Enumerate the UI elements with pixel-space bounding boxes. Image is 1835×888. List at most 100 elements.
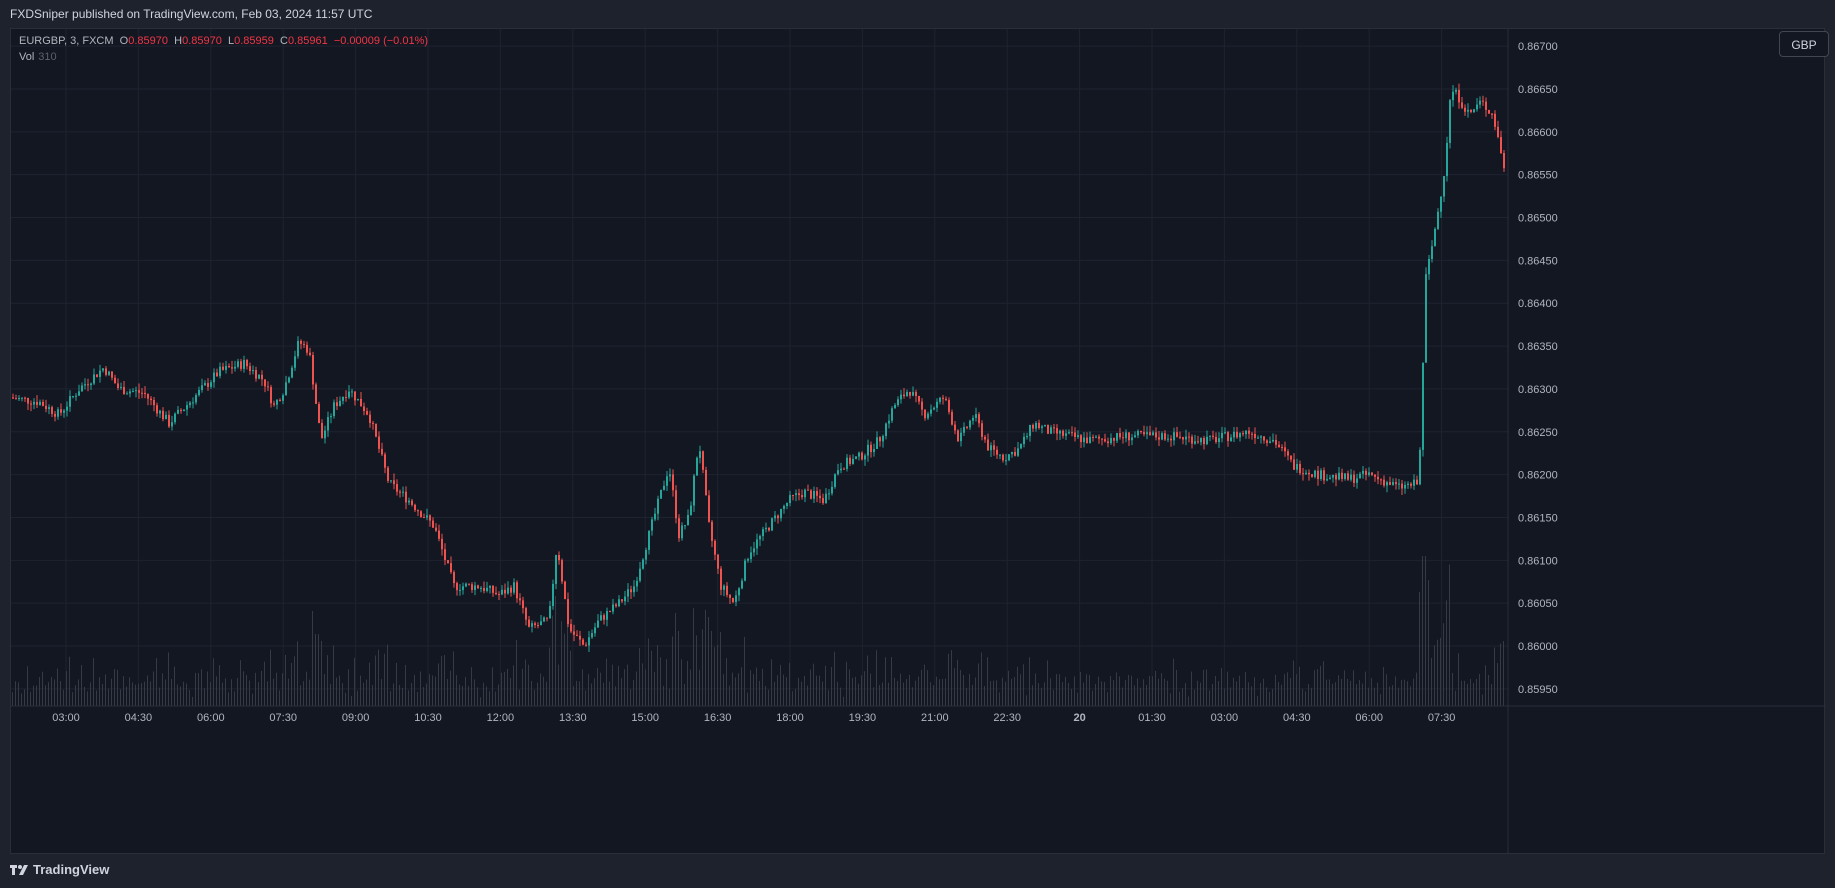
y-tick-label: 0.86400: [1518, 298, 1558, 310]
close-label: C: [279, 35, 288, 47]
volume-bar: [411, 683, 412, 706]
volume-bar: [486, 686, 487, 706]
volume-bar: [651, 650, 652, 706]
volume-bar: [1224, 688, 1225, 706]
volume-bar: [1092, 690, 1093, 706]
chart-area[interactable]: 0.86700 0.86650 0.86600 0.86550 0.86500 0.864…: [10, 28, 1829, 855]
candle-body: [312, 354, 314, 385]
candle-body: [1137, 430, 1139, 436]
candle-body: [564, 581, 566, 600]
y-tick-label: 0.86700: [1518, 41, 1558, 53]
candle-body: [348, 391, 350, 398]
volume-bar: [1347, 678, 1348, 706]
candle-body: [1212, 435, 1214, 437]
candle-body: [336, 402, 338, 407]
candle-body: [1068, 432, 1070, 434]
volume-bar: [531, 680, 532, 706]
symbol-name[interactable]: EURGBP, 3, FXCM: [19, 35, 114, 47]
volume-bar: [666, 659, 667, 706]
volume-bar: [45, 685, 46, 706]
volume-bar: [1485, 665, 1486, 706]
candle-body: [228, 366, 230, 368]
volume-bar: [1113, 680, 1114, 706]
candle-body: [771, 518, 773, 531]
candle-body: [465, 583, 467, 587]
candle-body: [1098, 436, 1100, 439]
candle-body: [1254, 433, 1256, 438]
volume-bar: [945, 678, 946, 706]
low-value: 0.85959: [234, 35, 274, 47]
volume-bar: [1170, 693, 1171, 706]
candle-body: [585, 644, 587, 646]
candle-body: [1302, 473, 1304, 475]
volume-bar: [1437, 639, 1438, 706]
volume-bar: [999, 692, 1000, 706]
candle-body: [429, 515, 431, 521]
chart-canvas[interactable]: 0.86700 0.86650 0.86600 0.86550 0.86500 0.864…: [11, 29, 1826, 855]
volume-bar: [258, 682, 259, 706]
volume-bar: [900, 673, 901, 706]
candle-body: [747, 559, 749, 561]
candle-body: [186, 405, 188, 410]
candle-body: [138, 390, 140, 393]
candle-body: [276, 399, 278, 405]
volume-bar: [402, 687, 403, 706]
volume-bar: [912, 687, 913, 706]
volume-bar: [195, 673, 196, 706]
volume-bar: [822, 681, 823, 706]
volume-bar: [924, 664, 925, 706]
candle-body: [1359, 473, 1361, 479]
candle-body: [942, 397, 944, 399]
volume-bar: [1089, 674, 1090, 706]
volume-bar: [714, 647, 715, 706]
candle-body: [72, 396, 74, 398]
volume-bar: [498, 684, 499, 706]
candle-body: [690, 505, 692, 516]
candle-body: [1206, 436, 1208, 445]
candle-body: [495, 592, 497, 595]
volume-bar: [1140, 687, 1141, 706]
candle-body: [1158, 437, 1160, 440]
candle-body: [1035, 422, 1037, 429]
volume-bar: [1155, 670, 1156, 706]
candle-body: [525, 608, 527, 620]
volume-bar: [300, 685, 301, 706]
x-tick-label: 04:30: [1283, 712, 1311, 724]
volume-bar: [921, 669, 922, 706]
volume-bar: [39, 677, 40, 706]
volume-bar: [1407, 681, 1408, 706]
volume-bar: [204, 688, 205, 706]
currency-button[interactable]: GBP: [1779, 31, 1829, 57]
candle-body: [576, 634, 578, 636]
volume-bar: [984, 685, 985, 706]
tradingview-logo[interactable]: TradingView: [10, 862, 109, 877]
brand-text: TradingView: [33, 862, 110, 877]
volume-bar: [684, 684, 685, 706]
volume-bar: [510, 677, 511, 706]
candle-body: [1215, 436, 1217, 443]
volume-label[interactable]: Vol: [19, 51, 35, 63]
candle-body: [1179, 436, 1181, 438]
volume-bar: [765, 686, 766, 706]
volume-bar: [129, 677, 130, 706]
y-tick-label: 0.85950: [1518, 684, 1558, 696]
candle-body: [1050, 427, 1052, 434]
volume-bar: [375, 655, 376, 706]
volume-bar: [354, 657, 355, 706]
volume-bar: [855, 676, 856, 706]
candle-body: [1401, 483, 1403, 489]
volume-bar: [1467, 683, 1468, 706]
candle-body: [1239, 433, 1241, 438]
candle-body: [267, 386, 269, 388]
volume-bar: [606, 658, 607, 706]
volume-bar: [1038, 683, 1039, 706]
candle-body: [294, 356, 296, 368]
volume-bar: [972, 684, 973, 706]
y-tick-label: 0.86350: [1518, 341, 1558, 353]
volume-bar: [927, 670, 928, 706]
candle-body: [951, 411, 953, 425]
candle-body: [60, 409, 62, 413]
volume-bar: [447, 679, 448, 706]
volume-bar: [492, 667, 493, 706]
volume-bar: [1482, 694, 1483, 706]
